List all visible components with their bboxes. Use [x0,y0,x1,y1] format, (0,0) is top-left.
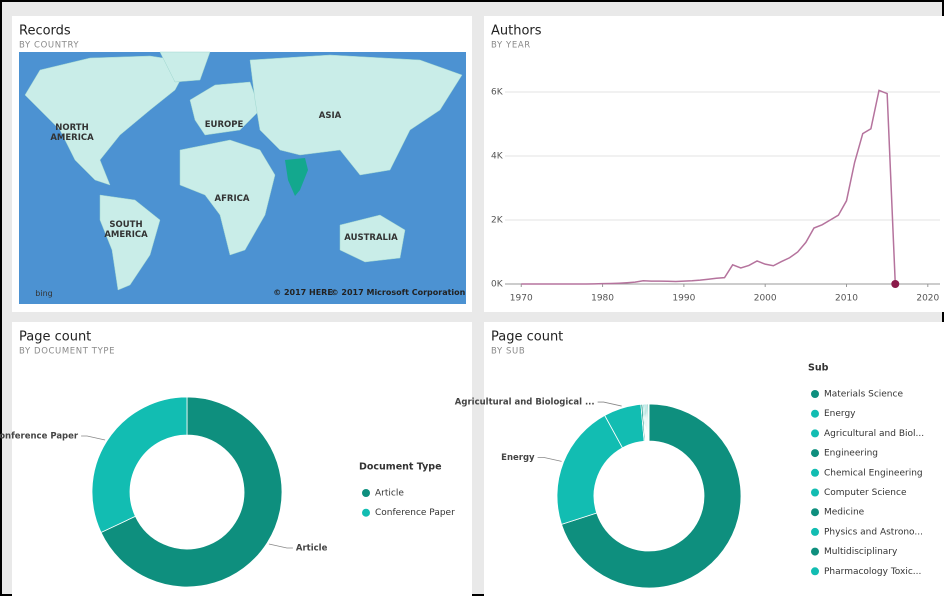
legend-marker [811,567,819,576]
legend-label: Multidisciplinary [824,547,898,557]
legend-title: Sub [808,363,829,374]
panel-subtitle: BY COUNTRY [19,41,79,51]
legend-marker [811,508,819,517]
x-tick-label: 2020 [916,294,939,304]
map [19,51,466,304]
map-label: ASIA [318,111,342,121]
panel-title: Authors [491,24,542,39]
legend-marker [811,449,819,458]
legend-marker [362,489,370,497]
callout-label: Agricultural and Biological ... [455,398,595,408]
legend-label: Materials Science [824,390,903,400]
y-tick-label: 4K [491,152,504,162]
map-label: EUROPE [204,120,244,130]
legend-label: Energy [824,409,856,419]
panel-title: Page count [491,330,563,345]
legend-label: Physics and Astrono... [824,527,923,537]
legend-marker [811,409,819,418]
map-label: AUSTRALIA [344,233,398,243]
donut-slice [648,403,650,442]
legend-marker [811,488,819,497]
logo: bing [35,289,53,298]
legend-label: Computer Science [824,488,907,498]
y-tick-label: 2K [491,216,504,226]
map-label: NORTH AMERICA [50,123,94,143]
panel-subtitle: BY YEAR [491,41,531,51]
callout-line [268,543,293,549]
land [189,81,261,136]
land [179,139,276,256]
legend-label: Agricultural and Biol... [824,429,924,439]
callout-label: Conference Paper [0,432,79,442]
legend-label: Conference Paper [375,508,455,518]
panel-title: Records [19,24,71,39]
highlighted-country [285,158,308,196]
x-tick-label: 1990 [672,294,695,304]
legend-title: Document Type [359,462,442,473]
legend-marker [811,468,819,477]
land [159,51,211,83]
donut-slice [100,396,283,588]
y-tick-label: 6K [491,88,504,98]
map-label: AFRICA [214,194,250,204]
legend-marker [362,508,370,517]
x-tick-label: 2010 [835,294,858,304]
y-tick-label: 0K [491,280,504,290]
callout-label: Article [296,543,328,553]
map-label: SOUTH AMERICA [104,220,148,240]
donut-slice [560,403,742,589]
legend-marker [811,547,819,556]
callout-line [537,456,562,462]
x-tick-label: 1980 [591,294,614,304]
land [99,194,161,291]
legend-label: Pharmacology Toxic... [824,567,921,577]
legend-label: Medicine [824,508,865,518]
x-tick-label: 1970 [510,294,533,304]
callout-label: Energy [501,453,535,463]
panel [484,16,944,312]
panel-subtitle: BY DOCUMENT TYPE [19,347,115,357]
panel-subtitle: BY SUB [491,347,525,357]
callout-line [597,401,622,407]
line [521,89,897,285]
land [339,214,406,263]
land [249,54,463,176]
legend-marker [811,527,819,536]
callout-line [81,435,106,441]
donut-slice [91,396,188,533]
legend-label: Article [375,489,404,499]
attribution: © 2017 Microsoft Corporation [330,288,466,297]
attribution: © 2017 HERE [273,288,333,297]
legend-label: Chemical Engineering [824,468,923,478]
x-tick-label: 2000 [754,294,777,304]
legend-label: Engineering [824,449,878,459]
point-marker [891,280,900,288]
legend-marker [811,390,819,398]
legend-marker [811,429,819,438]
panel-title: Page count [19,330,91,345]
